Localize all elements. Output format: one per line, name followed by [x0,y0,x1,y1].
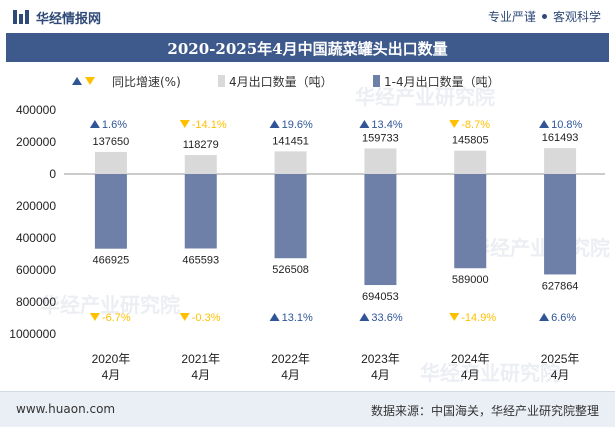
data-label-cumulative: 694053 [362,291,399,303]
growth-label-april: -8.7% [461,119,490,131]
logo-icon [13,10,29,24]
bar-cumulative [544,174,577,275]
growth-down-icon [179,120,190,128]
growth-label-april: 1.6% [102,119,127,131]
data-label-april: 137650 [93,136,130,148]
growth-label-cumulative: -14.9% [461,312,496,324]
y-tick-label: 800000 [16,295,56,309]
tagline-left: 专业严谨 [487,10,536,24]
data-label-april: 141451 [272,135,309,147]
growth-label-april: 19.6% [282,119,313,131]
bar-april [544,148,577,174]
watermark-2: 华经产业研究院 [420,361,560,385]
top-bar: 华经情报网 专业严谨 客观科学 [0,0,615,33]
footer-url[interactable]: www.huaon.com [16,402,116,416]
growth-up-icon [269,120,280,128]
growth-label-april: 13.4% [371,119,402,131]
bar-cumulative [274,174,307,259]
data-label-cumulative: 466925 [93,255,130,267]
growth-down-icon [89,313,100,321]
title-bar: 2020-2025年4月中国蔬菜罐头出口数量 [6,33,609,62]
x-tick-label: 4月 [371,368,390,382]
x-tick-label: 2023年 [361,352,400,366]
x-tick-label: 4月 [281,368,300,382]
growth-label-cumulative: 13.1% [282,312,313,324]
bar-april [454,150,487,174]
growth-up-icon [539,313,550,321]
growth-up-icon [539,120,550,128]
growth-up-icon [269,313,280,321]
bar-cumulative [184,174,217,249]
data-label-cumulative: 627864 [542,280,579,292]
legend-growth-up-icon [72,77,82,85]
data-label-april: 161493 [542,132,579,144]
growth-label-cumulative: 33.6% [371,312,402,324]
x-tick-label: 2022年 [271,352,310,366]
dot-icon [541,14,547,19]
legend-label-cumulative: 1-4月出口数量（吨） [384,74,500,89]
bar-april [274,151,307,174]
y-tick-label: 1000000 [9,327,56,341]
x-tick-label: 2025年 [541,352,580,366]
growth-label-cumulative: 6.6% [551,312,576,324]
growth-up-icon [359,313,370,321]
tagline-right: 客观科学 [552,10,601,24]
legend-swatch-cumulative [373,75,380,87]
x-tick-label: 2021年 [181,352,220,366]
legend-label-growth: 同比增速(%) [112,75,181,89]
bar-cumulative [454,174,487,269]
growth-up-icon [89,120,100,128]
x-tick-label: 4月 [191,368,210,382]
y-tick-label: 200000 [16,135,56,149]
growth-label-april: 10.8% [551,119,582,131]
bar-april [184,155,217,174]
y-tick-label: 400000 [16,231,56,245]
legend-swatch-april [218,75,225,87]
bar-april [364,148,397,174]
data-label-april: 159733 [362,132,399,144]
data-label-april: 145805 [452,135,489,147]
watermark-3: 华经产业研究院 [470,236,610,260]
data-source: 数据来源：中国海关，华经产业研究院整理 [370,404,599,418]
x-tick-label: 2020年 [92,352,131,366]
bar-april [94,151,127,174]
data-label-april: 118279 [183,139,219,151]
growth-label-cumulative: -6.7% [102,312,131,324]
growth-down-icon [449,313,460,321]
y-tick-label: 400000 [16,103,56,117]
watermark-1: 华经产业研究院 [40,293,180,317]
x-tick-label: 2024年 [451,352,490,366]
chart-title: 2020-2025年4月中国蔬菜罐头出口数量 [167,40,448,58]
legend-label-april: 4月出口数量（吨） [229,74,333,89]
bar-cumulative [364,174,397,286]
growth-label-cumulative: -0.3% [192,312,221,324]
growth-down-icon [179,313,190,321]
x-tick-label: 4月 [102,368,121,382]
data-label-cumulative: 589000 [452,274,489,286]
x-tick-label: 4月 [551,368,570,382]
logo-text: 华经情报网 [36,12,102,27]
tagline: 专业严谨 客观科学 [488,8,601,25]
x-tick-label: 4月 [461,368,480,382]
growth-up-icon [359,120,370,128]
data-label-cumulative: 526508 [272,264,309,276]
footer-bar: www.huaon.com 数据来源：中国海关，华经产业研究院整理 [0,391,615,427]
y-tick-label: 600000 [16,263,56,277]
growth-down-icon [449,120,460,128]
watermark-0: 华经产业研究院 [355,85,495,109]
y-tick-label: 200000 [16,199,56,213]
data-label-cumulative: 465593 [182,254,219,266]
y-tick-label: 0 [49,167,56,181]
legend-growth-down-icon [85,77,95,85]
bar-cumulative [94,174,127,249]
growth-label-april: -14.1% [192,119,227,131]
